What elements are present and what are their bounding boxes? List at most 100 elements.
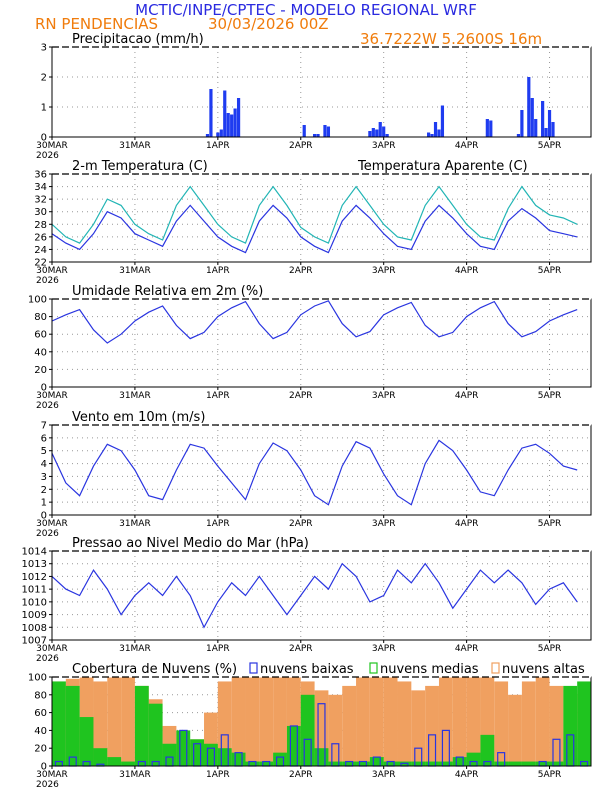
- cloud-bar-nuvens-medias: [93, 748, 108, 766]
- precip-bar: [385, 134, 389, 137]
- panel-pres: [49, 550, 592, 643]
- cloud-bar-nuvens-altas: [93, 681, 108, 766]
- legend-swatch-1: [369, 662, 378, 674]
- y-tick-label: 60: [34, 708, 47, 719]
- x-date-label: 2APR: [289, 141, 313, 151]
- panel-precip: [49, 46, 592, 140]
- cloud-bar-nuvens-altas: [273, 677, 287, 766]
- panel-temp: [49, 173, 592, 265]
- y-tick-label: 1010: [22, 597, 47, 608]
- y-tick-label: 20: [34, 744, 47, 755]
- x-date-label: 1APR: [206, 519, 230, 529]
- cloud-bar-nuvens-altas: [397, 681, 412, 766]
- x-date-label: 3APR: [372, 644, 396, 654]
- y-tick-label: 0: [41, 511, 47, 522]
- y-tick-label: 20: [34, 365, 47, 376]
- cloud-bar-nuvens-altas: [369, 677, 384, 766]
- y-tick-label: 5: [41, 446, 47, 457]
- cloud-bar-nuvens-medias: [438, 761, 453, 766]
- precip-bar: [323, 125, 327, 137]
- cloud-bar-nuvens-medias: [148, 703, 163, 766]
- precip-bar: [326, 126, 331, 137]
- x-date-label: 5APR: [538, 519, 562, 529]
- cloud-bar-nuvens-altas: [328, 694, 343, 766]
- panel-title-wind: Vento em 10m (m/s): [72, 410, 205, 425]
- x-date-label: 31MAR: [119, 519, 151, 529]
- panel-title-pres: Pressao ao Nivel Medio do Mar (hPa): [72, 536, 309, 551]
- legend-label-2: nuvens altas: [502, 662, 585, 677]
- y-tick-label: 0: [41, 383, 47, 394]
- x-date-label: 5APR: [538, 770, 562, 780]
- cloud-bar-nuvens-medias: [549, 761, 564, 766]
- header-coords: 36.7222W 5.2600S 16m: [360, 30, 542, 48]
- x-date-label: 1APR: [206, 770, 230, 780]
- panel-title-temp: 2-m Temperatura (C): [72, 159, 208, 174]
- cloud-bar-nuvens-medias: [176, 730, 191, 766]
- cloud-bar-nuvens-medias: [107, 757, 122, 766]
- y-tick-label: 34: [34, 182, 47, 193]
- x-date-label: 1APR: [206, 266, 230, 276]
- x-date-label: 3APR: [372, 266, 396, 276]
- x-year-label: 2026: [36, 780, 59, 790]
- cloud-bar-nuvens-medias: [425, 761, 439, 766]
- precip-bar: [544, 128, 548, 137]
- y-tick-label: 100: [28, 295, 47, 306]
- cloud-bar-nuvens-medias: [134, 685, 149, 766]
- y-tick-label: 40: [34, 347, 47, 358]
- x-date-label: 4APR: [455, 770, 479, 780]
- x-date-label: 1APR: [206, 141, 230, 151]
- x-year-label: 2026: [36, 276, 59, 286]
- precip-bar: [530, 98, 534, 137]
- panel-wind: [49, 424, 592, 518]
- y-tick-label: 6: [41, 433, 47, 444]
- series-line-wind-0: [51, 439, 578, 506]
- x-date-label: 2APR: [289, 519, 313, 529]
- panel-rh: [49, 298, 592, 390]
- x-year-label: 2026: [36, 654, 59, 664]
- precip-bar: [233, 108, 237, 137]
- cloud-bar-nuvens-medias: [480, 734, 495, 766]
- y-tick-label: 30: [34, 207, 47, 218]
- cloud-bar-nuvens-medias: [383, 761, 398, 766]
- cloud-bar-nuvens-medias: [121, 761, 135, 766]
- y-tick-label: 40: [34, 726, 47, 737]
- panel-frame-wind: [51, 424, 592, 516]
- cloud-bar-nuvens-altas: [535, 677, 550, 766]
- cloud-bar-nuvens-altas: [438, 677, 453, 766]
- x-date-label: 5APR: [538, 391, 562, 401]
- cloud-bar-nuvens-medias: [300, 694, 315, 766]
- precip-bar: [382, 126, 386, 137]
- precip-bar: [371, 128, 375, 137]
- cloud-bar-nuvens-altas: [466, 677, 481, 766]
- precip-bar: [378, 122, 382, 137]
- cloud-bar-nuvens-altas: [245, 677, 260, 766]
- cloud-bar-nuvens-altas: [549, 685, 564, 766]
- legend-label-0: nuvens baixas: [260, 662, 354, 677]
- precip-bar: [216, 132, 220, 137]
- cloud-bar-nuvens-medias: [466, 752, 481, 766]
- x-date-label: 30MAR: [36, 266, 68, 276]
- x-date-label: 30MAR: [36, 391, 68, 401]
- cloud-bar-nuvens-medias: [328, 761, 343, 766]
- precip-bar: [230, 114, 234, 137]
- y-tick-label: 22: [34, 258, 47, 269]
- cloud-bar-nuvens-altas: [508, 694, 522, 766]
- x-date-label: 2APR: [289, 391, 313, 401]
- cloud-bar-nuvens-medias: [162, 743, 177, 766]
- x-date-label: 31MAR: [119, 141, 151, 151]
- x-date-label: 4APR: [455, 391, 479, 401]
- x-date-label: 30MAR: [36, 519, 68, 529]
- y-tick-label: 0: [41, 133, 47, 144]
- x-date-label: 3APR: [372, 391, 396, 401]
- precip-bar: [427, 132, 431, 137]
- x-year-label: 2026: [36, 151, 59, 161]
- x-date-label: 5APR: [538, 266, 562, 276]
- y-tick-label: 1014: [22, 547, 47, 558]
- legend-swatch-0: [249, 662, 258, 674]
- precip-bar: [520, 110, 524, 137]
- precip-bar: [205, 134, 210, 137]
- x-date-label: 30MAR: [36, 644, 68, 654]
- series-line-temp-1: [51, 185, 578, 244]
